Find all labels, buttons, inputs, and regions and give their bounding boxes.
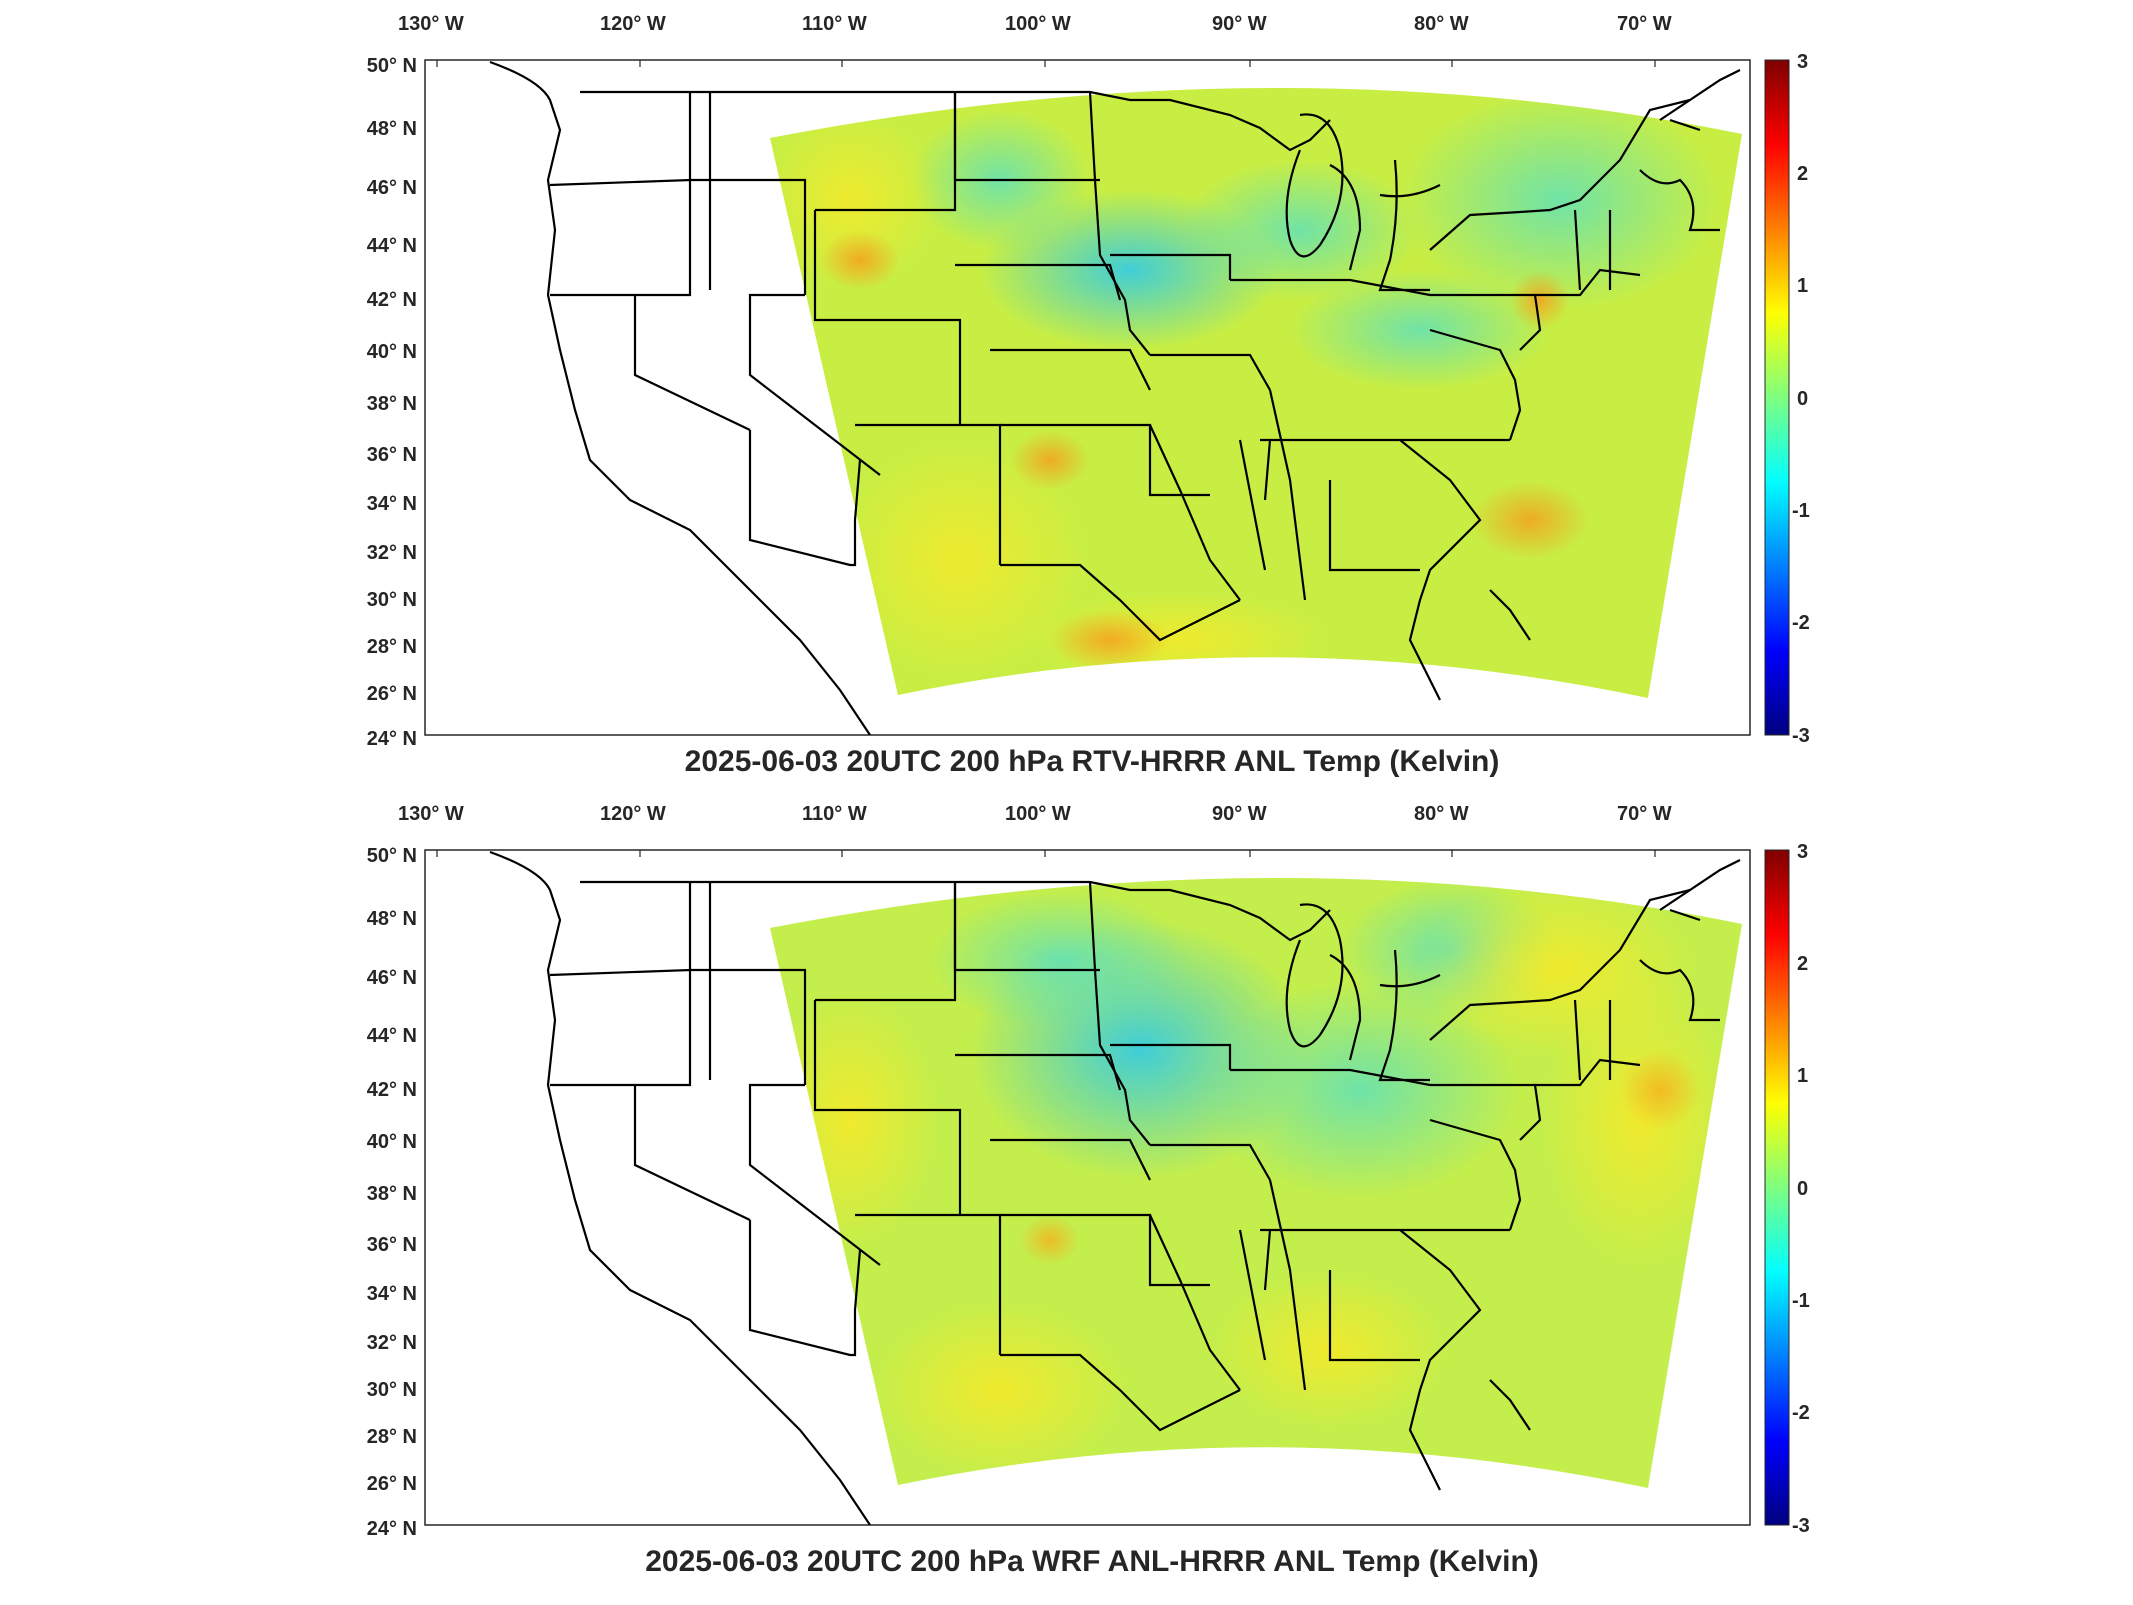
panel-title: 2025-06-03 20UTC 200 hPa WRF ANL-HRRR AN… [645, 1545, 1539, 1578]
lat-label: 34° N [367, 493, 417, 515]
lat-label: 42° N [367, 289, 417, 311]
lon-label: 110° W [802, 803, 867, 825]
panel-title: 2025-06-03 20UTC 200 hPa RTV-HRRR ANL Te… [684, 745, 1500, 778]
colorbar-tick: -2 [1792, 1402, 1810, 1424]
lat-label: 32° N [367, 542, 417, 564]
lat-label: 50° N [367, 55, 417, 77]
temperature-difference-field [770, 877, 1742, 1488]
colorbar-tick-labels: 3 2 1 0 -1 -2 -3 [1792, 841, 1810, 1537]
axis-ticks [436, 60, 1656, 67]
colorbar-tick: 1 [1797, 1065, 1808, 1087]
lon-label: 100° W [1005, 803, 1071, 825]
lat-label: 48° N [367, 118, 417, 140]
lon-label: 80° W [1414, 13, 1469, 35]
lat-label: 38° N [367, 393, 417, 415]
lat-label: 40° N [367, 341, 417, 363]
lon-label: 70° W [1617, 803, 1672, 825]
state-boundaries [489, 850, 1741, 1525]
lat-label: 36° N [367, 1234, 417, 1256]
lat-label: 34° N [367, 1283, 417, 1305]
lat-label: 30° N [367, 589, 417, 611]
lat-label: 40° N [367, 1131, 417, 1153]
lon-label: 70° W [1617, 13, 1672, 35]
colorbar [1764, 849, 1790, 1526]
lat-label: 46° N [367, 177, 417, 199]
lat-label: 38° N [367, 1183, 417, 1205]
lon-label: 80° W [1414, 803, 1469, 825]
latitude-labels: 50° N 48° N 46° N 44° N 42° N 40° N 38° … [367, 845, 417, 1540]
colorbar-tick: -3 [1792, 1515, 1810, 1537]
lat-label: 44° N [367, 235, 417, 257]
lat-label: 28° N [367, 636, 417, 658]
lon-label: 90° W [1212, 803, 1267, 825]
lon-label: 110° W [802, 13, 867, 35]
lat-label: 26° N [367, 683, 417, 705]
lon-label: 130° W [398, 803, 464, 825]
colorbar-tick: 1 [1797, 275, 1808, 297]
map-panel-bottom: 130° W 120° W 110° W 100° W 90° W 80° W … [0, 790, 2133, 1600]
lat-label: 32° N [367, 1332, 417, 1354]
colorbar-tick-labels: 3 2 1 0 -1 -2 -3 [1792, 51, 1810, 747]
colorbar-tick: -1 [1792, 1290, 1810, 1312]
longitude-labels: 130° W 120° W 110° W 100° W 90° W 80° W … [398, 803, 1672, 825]
lon-label: 90° W [1212, 13, 1267, 35]
lat-label: 36° N [367, 444, 417, 466]
colorbar-tick: -3 [1792, 725, 1810, 747]
lon-label: 120° W [600, 13, 666, 35]
map-figure-top: 130° W 120° W 110° W 100° W 90° W 80° W … [367, 13, 1810, 750]
lat-label: 30° N [367, 1379, 417, 1401]
colorbar-tick: 3 [1797, 51, 1808, 73]
map-panel-top: 130° W 120° W 110° W 100° W 90° W 80° W … [0, 0, 2133, 790]
colorbar [1764, 59, 1790, 736]
longitude-labels: 130° W 120° W 110° W 100° W 90° W 80° W … [398, 13, 1672, 35]
colorbar-tick: 3 [1797, 841, 1808, 863]
lon-label: 120° W [600, 803, 666, 825]
lat-label: 26° N [367, 1473, 417, 1495]
state-boundaries [489, 60, 1741, 735]
lon-label: 100° W [1005, 13, 1071, 35]
axis-ticks [436, 850, 1656, 857]
colorbar-tick: 2 [1797, 163, 1808, 185]
lat-label: 44° N [367, 1025, 417, 1047]
colorbar-tick: -2 [1792, 612, 1810, 634]
colorbar-tick: 0 [1797, 388, 1808, 410]
map-figure-bottom: 130° W 120° W 110° W 100° W 90° W 80° W … [367, 803, 1810, 1540]
lat-label: 46° N [367, 967, 417, 989]
lat-label: 42° N [367, 1079, 417, 1101]
lat-label: 48° N [367, 908, 417, 930]
lon-label: 130° W [398, 13, 464, 35]
colorbar-tick: 0 [1797, 1178, 1808, 1200]
colorbar-tick: -1 [1792, 500, 1810, 522]
lat-label: 28° N [367, 1426, 417, 1448]
latitude-labels: 50° N 48° N 46° N 44° N 42° N 40° N 38° … [367, 55, 417, 750]
lat-label: 24° N [367, 728, 417, 750]
lat-label: 24° N [367, 1518, 417, 1540]
colorbar-tick: 2 [1797, 953, 1808, 975]
lat-label: 50° N [367, 845, 417, 867]
